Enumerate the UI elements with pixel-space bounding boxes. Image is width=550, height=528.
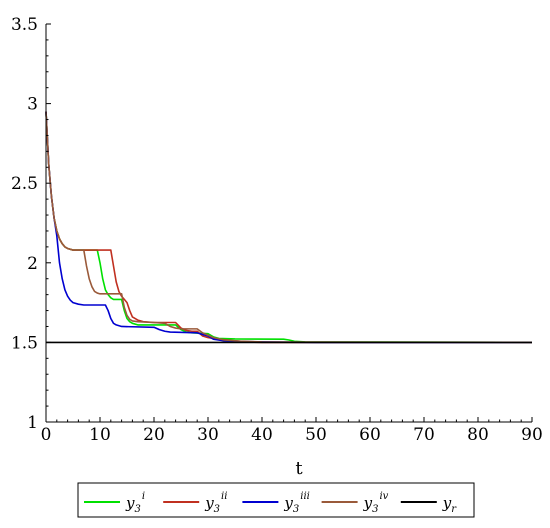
x-tick-label: 70: [413, 425, 435, 445]
series-line-y3iv: [45, 111, 533, 344]
legend-entry-yr: yr: [442, 494, 457, 515]
x-tick-label: 0: [41, 425, 52, 445]
y-tick-label: 3: [27, 95, 38, 115]
series-line-y3i: [45, 111, 533, 344]
y-tick-label: 2.5: [11, 174, 38, 194]
legend-entry-y3iv: y3iv: [363, 491, 389, 515]
series-line-y3iii: [45, 111, 532, 344]
y-tick-label: 1: [27, 413, 38, 433]
legend-entry-y3iii: y3iii: [283, 491, 309, 515]
x-tick-label: 20: [143, 425, 165, 445]
x-tick-label: 80: [467, 425, 489, 445]
plot-lines: [45, 111, 533, 344]
y-tick-label: 2: [27, 254, 38, 274]
x-axis-label: t: [295, 458, 303, 479]
legend-entry-y3i: y3i: [125, 491, 145, 515]
x-tick-label: 60: [359, 425, 381, 445]
x-tick-label: 50: [305, 425, 327, 445]
y-tick-label: 1.5: [11, 333, 38, 353]
x-tick-label: 90: [521, 425, 543, 445]
x-tick-label: 40: [251, 425, 273, 445]
axes: [45, 24, 532, 423]
x-tick-label: 10: [89, 425, 111, 445]
y-tick-label: 3.5: [11, 15, 38, 35]
series-line-y3ii: [45, 111, 532, 344]
legend-box: [77, 482, 475, 518]
ticks: 0 10 20 30 40 50 60 70 80 90 1 1.5 2 2.5 3 3.5: [11, 15, 543, 445]
x-tick-label: 30: [197, 425, 219, 445]
legend: y3i y3ii y3iii y3iv yr: [77, 482, 475, 518]
legend-entry-y3ii: y3ii: [204, 491, 227, 515]
